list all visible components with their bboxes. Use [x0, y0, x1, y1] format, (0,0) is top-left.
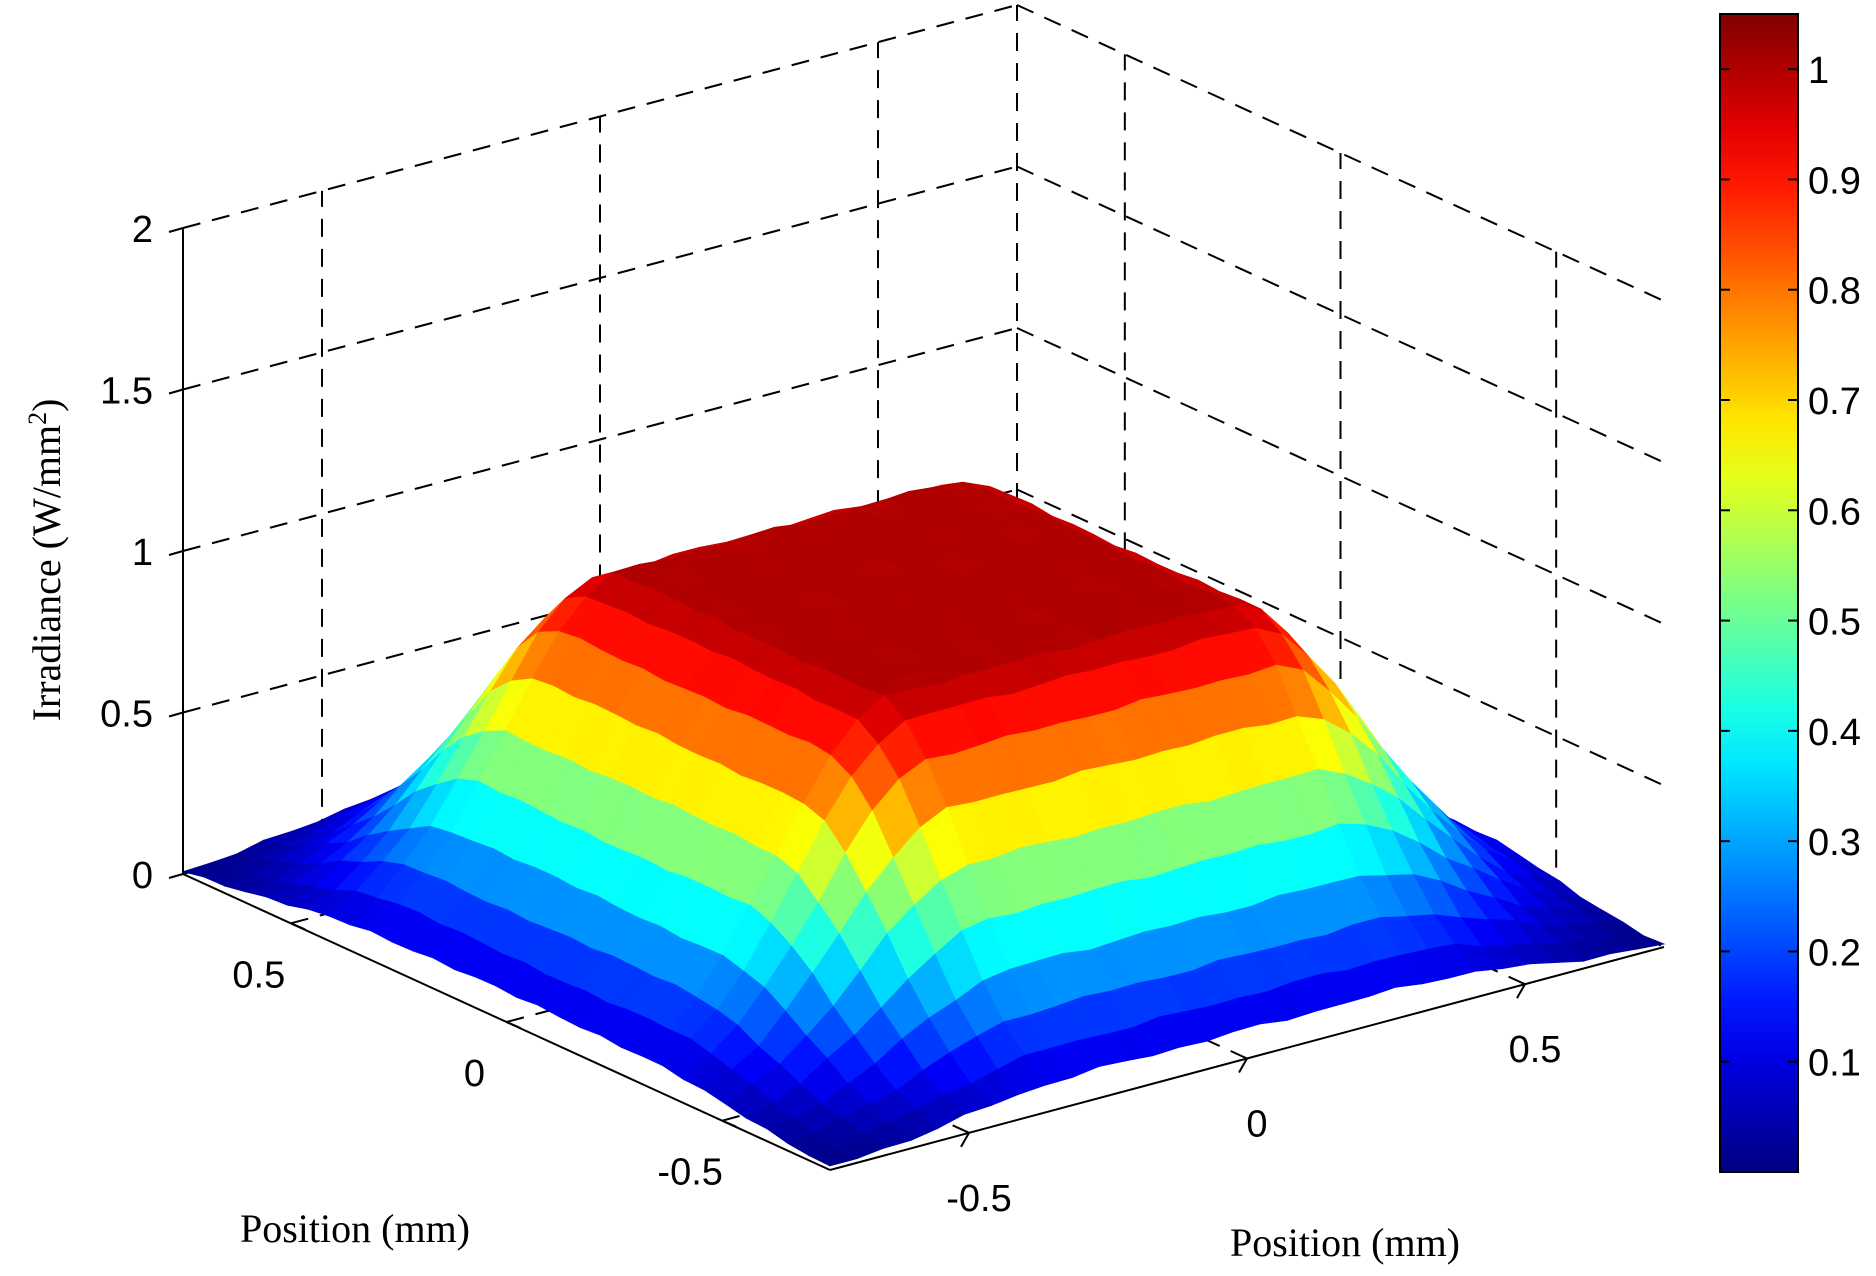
x-tick-label: -0.5 [946, 1178, 1011, 1220]
colorbar-ticks: 0.1 0.2 0.3 0.4 0.5 0.6 0.7 0.8 0.9 1 [1720, 50, 1861, 1085]
colorbar-tick-label: 0.7 [1808, 381, 1861, 423]
z-tick-label: 0.5 [100, 694, 153, 736]
y-tick-mark [290, 922, 306, 931]
y-tick-label: 0 [464, 1053, 485, 1095]
x-axis-label: Position (mm) [240, 1206, 470, 1251]
x-tick-mark [960, 1132, 970, 1148]
z-tick-mark [168, 711, 184, 718]
colorbar-tick-label: 1 [1808, 50, 1829, 92]
x-tick-mark [1516, 983, 1526, 999]
colorbar-gradient [1719, 13, 1799, 1173]
colorbar-tick-label: 0.1 [1808, 1043, 1861, 1085]
z-tick-label: 2 [132, 209, 153, 251]
colorbar-tick-label: 0.5 [1808, 602, 1861, 644]
colorbar-tick-label: 0.8 [1808, 271, 1861, 313]
z-tick-label: 1 [132, 532, 153, 574]
y-tick-mark [721, 1119, 737, 1128]
axis-ticks: 0 0.5 1 1.5 2 -0.5 0 0.5 -0.5 0 0.5 [100, 209, 1561, 1220]
z-axis-label: Irradiance (W/mm2) [23, 399, 69, 722]
y-tick-mark [506, 1021, 521, 1029]
z-tick-mark [168, 388, 184, 395]
colorbar-tick-label: 0.4 [1808, 712, 1861, 754]
z-tick-mark [168, 873, 184, 879]
surface-facet [807, 1148, 859, 1167]
colorbar-tick-label: 0.9 [1808, 160, 1861, 202]
x-tick-label: 0 [1246, 1104, 1267, 1146]
z-tick-mark [168, 550, 184, 556]
z-tick-label: 0 [132, 855, 153, 897]
surface-mesh [181, 481, 1666, 1167]
back-wall-gridline [182, 327, 1018, 552]
colorbar-tick-label: 0.3 [1808, 822, 1861, 864]
colorbar-tick-label: 0.2 [1808, 932, 1861, 974]
y-tick-label: 0.5 [232, 954, 285, 996]
x-tick-mark [1238, 1058, 1248, 1073]
y-axis-label: Position (mm) [1230, 1220, 1460, 1265]
colorbar-tick-label: 0.6 [1808, 491, 1861, 533]
z-tick-label: 1.5 [100, 371, 153, 413]
y-tick-label: -0.5 [657, 1152, 722, 1194]
z-tick-mark [168, 227, 184, 233]
x-tick-label: 0.5 [1509, 1029, 1562, 1071]
colorbar: 0.1 0.2 0.3 0.4 0.5 0.6 0.7 0.8 0.9 1 [1719, 13, 1861, 1173]
